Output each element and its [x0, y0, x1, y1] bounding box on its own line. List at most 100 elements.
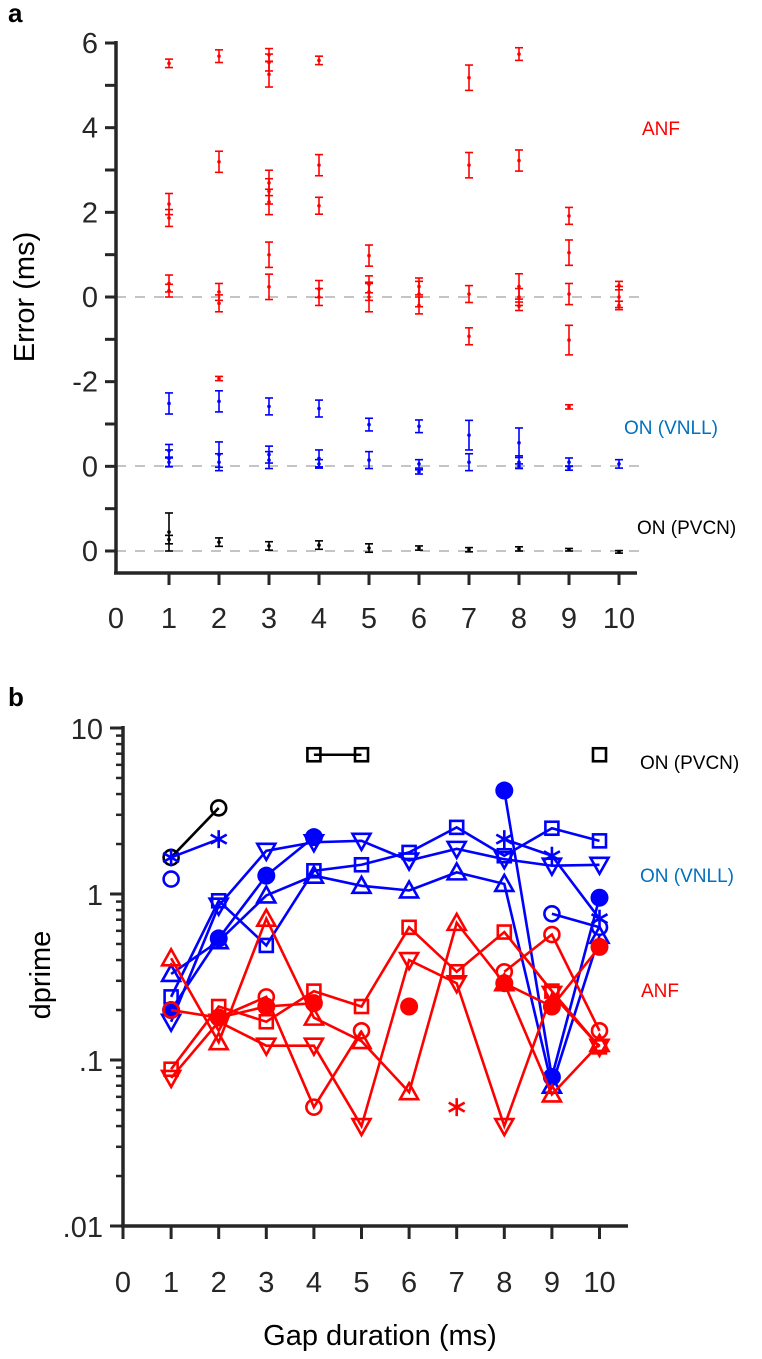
- error-bar-point: [465, 284, 473, 304]
- triangle-up-marker: [493, 872, 516, 893]
- error-bar-point: [215, 150, 223, 174]
- x-tick-label: 9: [561, 603, 577, 635]
- triangle-up-marker: [445, 860, 468, 881]
- data-point: [167, 288, 171, 293]
- x-tick-label: 10: [583, 1267, 615, 1299]
- error-bar-point: [615, 458, 623, 469]
- x-tick-label: 4: [311, 603, 327, 635]
- series-line: [503, 932, 601, 1032]
- data-point: [417, 303, 421, 308]
- error-bar-point: [315, 458, 323, 469]
- triangle-up-marker: [255, 907, 278, 927]
- error-bar-point: [465, 419, 473, 451]
- error-bar-point: [315, 55, 323, 66]
- error-bar-point: [165, 392, 173, 415]
- data-point: [267, 404, 271, 409]
- circle-marker: [209, 799, 228, 817]
- error-bar-point: [315, 196, 323, 215]
- data-point: [167, 530, 171, 534]
- data-point: [617, 550, 621, 554]
- error-bar-point: [465, 546, 473, 553]
- square-marker: [306, 746, 322, 763]
- triangle-up-marker: [207, 929, 230, 950]
- error-bar-point: [315, 399, 323, 418]
- series-line: [170, 871, 601, 1091]
- error-bar-point: [515, 46, 523, 62]
- data-point: [417, 462, 421, 466]
- y-tick-label: 1: [87, 880, 103, 912]
- data-point: [167, 401, 171, 406]
- error-bar-point: [565, 282, 573, 306]
- triangle-up-marker: [350, 874, 373, 895]
- data-point: [367, 422, 371, 427]
- triangle-down-marker: [493, 1117, 516, 1138]
- series-line: [170, 807, 220, 859]
- data-point: [517, 52, 521, 56]
- data-point: [517, 547, 521, 551]
- data-point: [567, 292, 571, 296]
- x-tick-label: 10: [603, 603, 635, 635]
- error-bar-point: [565, 547, 573, 552]
- data-point: [317, 543, 321, 547]
- error-bar-point: [165, 512, 173, 552]
- data-point: [217, 54, 221, 58]
- error-bar-point: [515, 301, 523, 312]
- data-point: [567, 405, 571, 409]
- square-marker: [496, 924, 513, 940]
- error-bar-point: [565, 465, 573, 472]
- filled-circle-marker: [542, 997, 561, 1016]
- data-point: [317, 163, 321, 167]
- circle-marker: [590, 1021, 609, 1040]
- error-bar-point: [615, 549, 623, 554]
- error-bar-point: [165, 457, 173, 468]
- asterisk-marker: [448, 1098, 466, 1117]
- error-bar-point: [215, 375, 223, 382]
- asterisk-stroke: [210, 833, 228, 845]
- error-bar-point: [565, 324, 573, 356]
- panel-a-label-pvcn: ON (PVCN): [637, 518, 736, 539]
- error-bar-point: [265, 273, 273, 301]
- y-tick-label: 4: [82, 113, 98, 145]
- y-tick-label: -2: [72, 367, 98, 399]
- panel-a-label-anf: ANF: [642, 119, 680, 140]
- series-line: [169, 839, 600, 1023]
- x-tick-label: 3: [261, 603, 277, 635]
- data-point: [267, 458, 271, 462]
- data-point: [617, 295, 621, 299]
- asterisk-stroke: [162, 851, 180, 864]
- error-bar-point: [165, 208, 173, 228]
- y-tick-label: .1: [79, 1046, 103, 1078]
- error-bar-point: [415, 469, 423, 475]
- x-tick-label: 1: [163, 1267, 179, 1299]
- data-point: [167, 61, 171, 66]
- data-point: [567, 338, 571, 342]
- triangle-up-marker: [207, 1030, 230, 1051]
- circle-marker: [543, 925, 561, 944]
- data-point: [567, 466, 571, 470]
- data-point: [617, 303, 621, 308]
- triangle-up-marker: [397, 1080, 421, 1101]
- triangle-down-marker: [350, 832, 373, 853]
- circle-marker: [590, 918, 609, 937]
- error-bar-point: [315, 540, 323, 551]
- data-point: [367, 458, 371, 462]
- y-tick-label: 2: [82, 197, 98, 229]
- panel-b-x-axis-title: Gap duration (ms): [263, 1320, 497, 1352]
- triangle-down-marker: [540, 985, 564, 1006]
- error-bar-point: [415, 419, 423, 434]
- error-bar-point: [415, 545, 423, 551]
- square-marker: [353, 998, 370, 1015]
- asterisk-marker: [210, 830, 228, 849]
- data-point: [567, 214, 571, 218]
- data-point: [467, 163, 471, 167]
- error-bar-point: [315, 287, 323, 307]
- x-tick-label: 5: [361, 603, 377, 635]
- data-point: [517, 295, 521, 299]
- data-point: [567, 460, 571, 464]
- error-bar-point: [515, 463, 523, 469]
- triangle-down-marker: [159, 1069, 183, 1090]
- x-tick-label: 6: [411, 603, 427, 635]
- panel-b-label-anf: ANF: [641, 981, 679, 1002]
- data-point: [217, 376, 221, 381]
